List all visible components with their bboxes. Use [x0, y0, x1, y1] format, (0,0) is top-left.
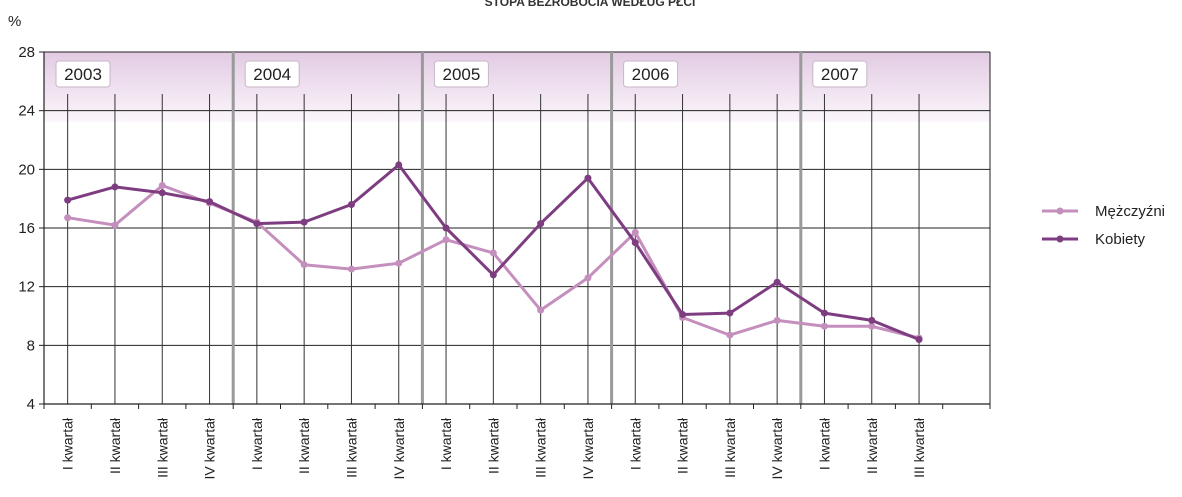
- y-tick-label: 20: [18, 161, 35, 178]
- data-point: [584, 174, 592, 182]
- y-tick-label: 28: [18, 44, 35, 61]
- legend-swatch-marker: [1056, 207, 1064, 215]
- x-tick-label: II kwartał: [675, 417, 691, 474]
- y-axis-label: %: [8, 13, 21, 30]
- legend-label: Mężczyźni: [1095, 203, 1165, 220]
- data-point: [773, 316, 781, 324]
- data-point: [300, 218, 308, 226]
- x-tick-label: IV kwartał: [580, 417, 596, 479]
- data-point: [395, 259, 403, 267]
- y-tick-label: 12: [18, 279, 35, 296]
- x-tick-label: III kwartał: [343, 417, 359, 478]
- data-point: [679, 311, 687, 319]
- y-tick-label: 24: [18, 103, 35, 120]
- year-label: 2003: [64, 65, 102, 84]
- x-tick-label: IV kwartał: [769, 417, 785, 479]
- year-label-box: [812, 60, 868, 88]
- y-tick-label: 4: [27, 396, 35, 413]
- data-point: [726, 331, 734, 339]
- data-point: [489, 249, 497, 257]
- data-point: [206, 198, 214, 206]
- year-label: 2005: [442, 65, 480, 84]
- x-tick-label: IV kwartał: [391, 417, 407, 479]
- x-tick-label: I kwartał: [249, 417, 265, 470]
- x-tick-label: II kwartał: [864, 417, 880, 474]
- data-point: [584, 274, 592, 282]
- data-point: [631, 228, 639, 236]
- legend-swatch-marker: [1056, 235, 1064, 243]
- year-label: 2007: [821, 65, 859, 84]
- y-tick-label: 8: [27, 337, 35, 354]
- x-tick-label: II kwartał: [107, 417, 123, 474]
- data-point: [442, 236, 450, 244]
- x-tick-label: III kwartał: [911, 417, 927, 478]
- data-point: [111, 221, 119, 229]
- data-point: [347, 265, 355, 273]
- x-tick-label: IV kwartał: [202, 417, 218, 479]
- data-point: [158, 181, 166, 189]
- x-tick-label: I kwartał: [438, 417, 454, 470]
- x-tick-label: III kwartał: [722, 417, 738, 478]
- data-point: [253, 220, 261, 228]
- data-point: [395, 161, 403, 169]
- data-point: [300, 261, 308, 269]
- data-point: [773, 278, 781, 286]
- year-label: 2004: [253, 65, 291, 84]
- data-point: [820, 322, 828, 330]
- year-label: 2006: [632, 65, 670, 84]
- data-point: [537, 306, 545, 314]
- x-tick-label: I kwartał: [627, 417, 643, 470]
- data-point: [726, 309, 734, 317]
- axes: [39, 51, 991, 409]
- data-point: [158, 189, 166, 197]
- x-tick-label: I kwartał: [60, 417, 76, 470]
- legend: Mężczyźni Kobiety: [1042, 203, 1165, 248]
- chart-title: STOPA BEZROBOCIA WEDŁUG PŁCI: [485, 0, 696, 9]
- data-point: [868, 316, 876, 324]
- x-tick-label: II kwartał: [296, 417, 312, 474]
- grid-lines: [44, 51, 990, 405]
- y-tick-labels: 4 8 12 16 20 24 28: [18, 44, 35, 413]
- year-label-box: [244, 60, 300, 88]
- data-point: [442, 224, 450, 232]
- data-point: [537, 220, 545, 228]
- year-label-box: [623, 60, 679, 88]
- year-label-box: [433, 60, 489, 88]
- x-tick-label: I kwartał: [816, 417, 832, 470]
- year-labels: 2003 2004 2005 2006 2007: [55, 60, 868, 88]
- year-label-box: [55, 60, 111, 88]
- y-tick-label: 16: [18, 220, 35, 237]
- x-tick-labels: I kwartał II kwartał III kwartał IV kwartał…: [60, 417, 927, 479]
- data-point: [489, 271, 497, 279]
- x-tick-label: III kwartał: [533, 417, 549, 478]
- data-point: [111, 183, 119, 191]
- data-point: [347, 201, 355, 209]
- data-point: [868, 322, 876, 330]
- data-point: [820, 309, 828, 317]
- data-point: [64, 196, 72, 204]
- legend-label: Kobiety: [1095, 231, 1146, 248]
- data-point: [64, 214, 72, 222]
- data-point: [631, 239, 639, 247]
- series-lines: [64, 161, 923, 343]
- data-point: [915, 335, 923, 343]
- x-tick-label: II kwartał: [485, 417, 501, 474]
- x-tick-label: III kwartał: [154, 417, 170, 478]
